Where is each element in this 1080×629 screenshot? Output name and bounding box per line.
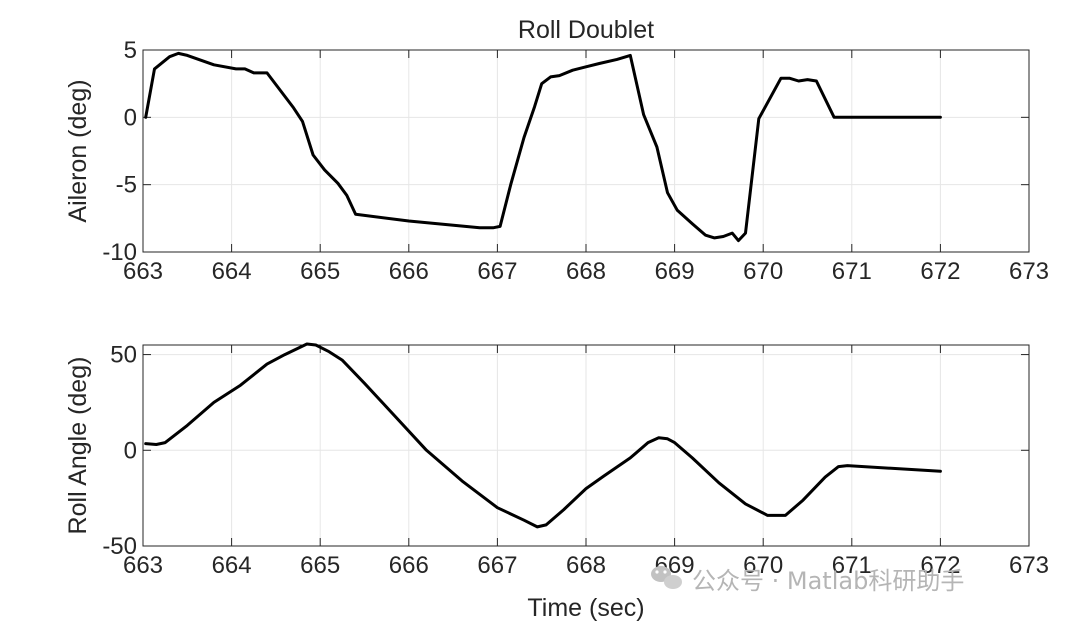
aileron-x-tick-label: 665 — [300, 258, 340, 285]
wechat-logo-icon — [651, 566, 682, 589]
watermark: 公众号 · Matlab科研助手 — [651, 566, 964, 595]
aileron-x-tick-label: 669 — [655, 258, 695, 285]
roll-angle-x-tick-label: 667 — [477, 552, 517, 579]
roll-angle-x-tick-label: 670 — [743, 552, 783, 579]
aileron-y-axis-label: Aileron (deg) — [64, 79, 92, 222]
roll-angle-y-tick-label: -50 — [102, 533, 137, 560]
roll-angle-y-tick-label: 0 — [124, 437, 137, 464]
aileron-x-tick-label: 671 — [832, 258, 872, 285]
roll-angle-x-tick-label: 664 — [212, 552, 252, 579]
roll-angle-x-tick-label: 663 — [123, 552, 163, 579]
aileron-x-tick-label: 664 — [212, 258, 252, 285]
aileron-y-tick-label: -5 — [116, 172, 137, 199]
aileron-x-tick-label: 666 — [389, 258, 429, 285]
aileron-series-line — [144, 51, 942, 243]
roll-angle-axes: 663 664 665 666 667 668 669 670 671 672 673-50050R… — [64, 342, 1049, 622]
roll-angle-x-tick-label: 672 — [920, 552, 960, 579]
roll-angle-x-tick-label: 668 — [566, 552, 606, 579]
aileron-x-tick-label: 668 — [566, 258, 606, 285]
aileron-axes: 663 664 665 666 667 668 669 670 671 672 673 -10 -5 0 5… — [64, 16, 1049, 285]
chart-title: Roll Doublet — [518, 16, 654, 44]
roll-angle-series-line — [144, 342, 942, 529]
aileron-y-tick-label: 5 — [124, 37, 137, 64]
roll-angle-x-axis-label: Time (sec) — [527, 594, 644, 622]
aileron-y-tick-label: 0 — [124, 104, 137, 131]
aileron-x-tick-label: 670 — [743, 258, 783, 285]
aileron-x-tick-label: 673 — [1009, 258, 1049, 285]
roll-angle-y-axis-label: Roll Angle (deg) — [64, 357, 92, 535]
roll-angle-x-tick-label: 665 — [300, 552, 340, 579]
aileron-y-tick-label: -10 — [102, 239, 137, 266]
roll-angle-x-tick-label: 671 — [832, 552, 872, 579]
roll-angle-x-tick-label: 673 — [1009, 552, 1049, 579]
aileron-x-tick-label: 672 — [920, 258, 960, 285]
watermark-text: 公众号 · Matlab科研助手 — [692, 567, 964, 595]
roll-angle-y-tick-label: 50 — [110, 342, 137, 369]
aileron-x-tick-label: 667 — [477, 258, 517, 285]
aileron-x-tick-label: 663 — [123, 258, 163, 285]
roll-angle-x-tick-label: 666 — [389, 552, 429, 579]
